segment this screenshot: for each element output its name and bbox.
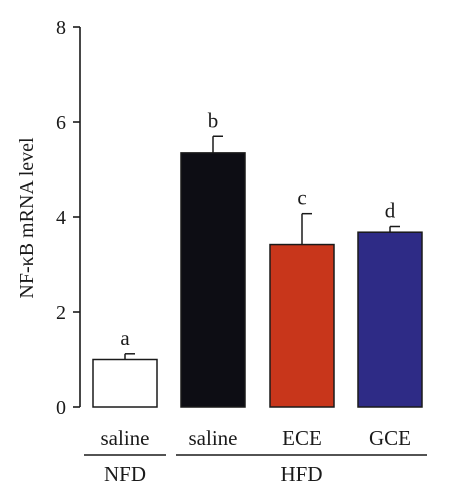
significance-label: d — [385, 199, 396, 223]
y-axis-label: NF-κB mRNA level — [16, 137, 38, 299]
y-tick-label: 2 — [56, 302, 66, 324]
x-tick-label: saline — [101, 426, 150, 450]
x-tick-label: ECE — [282, 426, 322, 450]
bar — [357, 231, 423, 408]
bar — [180, 152, 246, 408]
y-tick-label: 0 — [56, 397, 66, 419]
x-axis: saline saline ECE GCE NFD HFD — [84, 426, 427, 486]
y-tick-label: 6 — [56, 112, 66, 134]
bar — [269, 243, 335, 408]
x-tick-label: saline — [189, 426, 238, 450]
significance-label: a — [120, 326, 130, 350]
y-tick-label: 4 — [56, 207, 66, 229]
y-tick-label: 8 — [56, 17, 66, 39]
x-tick-label: GCE — [369, 426, 411, 450]
significance-label: c — [297, 186, 306, 210]
y-axis: 0 2 4 6 8 — [56, 17, 81, 419]
bar — [92, 358, 158, 408]
group-label: HFD — [280, 462, 322, 486]
bars: a b c d — [92, 108, 423, 408]
group-label: NFD — [104, 462, 146, 486]
significance-label: b — [208, 108, 219, 132]
